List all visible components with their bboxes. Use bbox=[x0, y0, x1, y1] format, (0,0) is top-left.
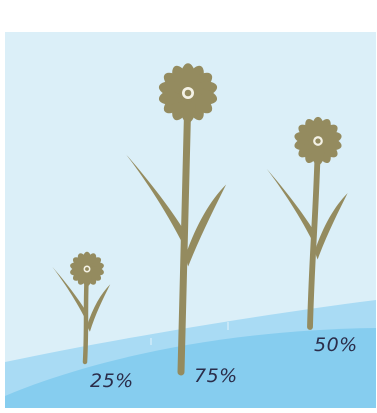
flower-mark bbox=[126, 63, 227, 376]
flower-center-dot bbox=[85, 267, 89, 271]
front-hill bbox=[5, 328, 376, 408]
flower-center-dot bbox=[184, 89, 192, 97]
value-label: 25% bbox=[90, 370, 134, 392]
flower-mark bbox=[266, 116, 348, 330]
value-label: 75% bbox=[194, 365, 238, 387]
flower-leaf-right bbox=[185, 184, 227, 267]
flower-marks bbox=[52, 63, 348, 376]
flower-center-dot bbox=[315, 138, 321, 144]
value-labels: 25% 75% 50% bbox=[90, 334, 358, 392]
flower-leaf-right bbox=[86, 284, 111, 332]
value-label: 50% bbox=[314, 334, 358, 356]
flower-mark bbox=[52, 251, 111, 365]
flower-leaf-right bbox=[314, 193, 348, 260]
hill-ticks bbox=[150, 322, 229, 345]
flower-stem bbox=[177, 89, 192, 376]
flower-stem bbox=[307, 138, 321, 330]
